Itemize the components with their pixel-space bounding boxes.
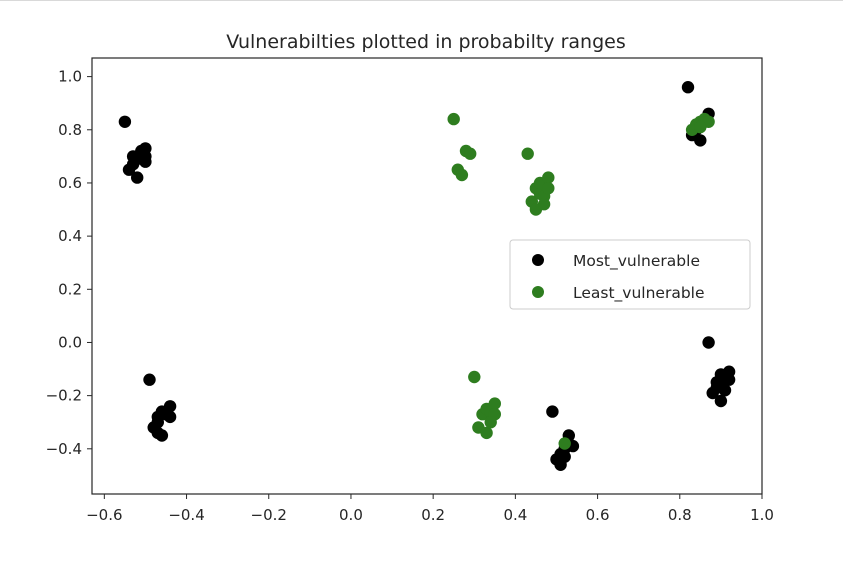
- y-tick-label: −0.4: [46, 440, 82, 458]
- point-most-vulnerable-43: [722, 373, 736, 386]
- legend-marker-most-vulnerable: [532, 254, 544, 266]
- point-least-vulnerable-21: [488, 397, 501, 410]
- point-most-vulnerable-9: [139, 155, 152, 168]
- point-least-vulnerable-13: [542, 182, 555, 195]
- y-tick-label: 0.0: [58, 333, 82, 351]
- y-tick-label: 0.6: [58, 174, 82, 192]
- point-most-vulnerable-4: [131, 171, 144, 184]
- point-most-vulnerable-15: [155, 429, 169, 442]
- x-tick-label: −0.6: [86, 506, 122, 524]
- point-most-vulnerable-0: [118, 115, 132, 128]
- legend: Most_vulnerable Least_vulnerable: [509, 239, 751, 310]
- point-least-vulnerable-15: [468, 370, 481, 384]
- chart-title: Vulnerabilties plotted in probabilty ran…: [226, 31, 625, 53]
- legend-marker-least-vulnerable: [532, 286, 544, 298]
- point-most-vulnerable-20: [546, 405, 559, 418]
- y-axis: 1.0 0.8 0.6 0.4 0.2 0.0 −0.2 −0.4: [46, 68, 92, 458]
- point-most-vulnerable-18: [163, 400, 177, 413]
- top-divider: [0, 0, 843, 1]
- x-tick-label: 0.4: [503, 506, 527, 524]
- point-most-vulnerable-28: [558, 450, 571, 463]
- x-tick-label: −0.2: [251, 506, 287, 524]
- point-least-vulnerable-30: [694, 120, 707, 134]
- x-tick-label: 0.0: [339, 506, 363, 524]
- y-tick-label: 0.8: [58, 121, 82, 139]
- x-tick-label: 0.2: [421, 506, 445, 524]
- point-least-vulnerable-0: [447, 112, 460, 126]
- point-most-vulnerable-14: [151, 416, 164, 429]
- axes-frame: [91, 57, 763, 495]
- y-tick-label: 0.2: [58, 280, 82, 298]
- point-most-vulnerable-19: [163, 410, 177, 424]
- point-least-vulnerable-12: [542, 171, 555, 184]
- point-least-vulnerable-24: [558, 437, 571, 450]
- x-axis: −0.6 −0.4 −0.2 0.0 0.2 0.4 0.6 0.8 1.0: [86, 494, 774, 524]
- point-most-vulnerable-10: [143, 373, 156, 386]
- x-tick-label: 1.0: [750, 506, 774, 524]
- y-tick-label: −0.2: [46, 387, 82, 405]
- point-least-vulnerable-4: [464, 147, 477, 160]
- point-most-vulnerable-32: [694, 134, 707, 147]
- y-tick-label: 1.0: [58, 68, 82, 86]
- point-most-vulnerable-8: [139, 142, 152, 155]
- x-tick-label: 0.6: [586, 506, 610, 524]
- point-most-vulnerable-35: [702, 336, 715, 349]
- legend-label-most-vulnerable: Most_vulnerable: [573, 252, 700, 271]
- y-tick-label: 0.4: [58, 227, 82, 245]
- legend-label-least-vulnerable: Least_vulnerable: [573, 284, 705, 303]
- point-least-vulnerable-14: [537, 198, 551, 211]
- point-least-vulnerable-23: [484, 416, 497, 429]
- point-least-vulnerable-18: [480, 426, 493, 440]
- point-least-vulnerable-5: [521, 147, 534, 160]
- point-most-vulnerable-44: [710, 381, 723, 394]
- point-most-vulnerable-38: [714, 394, 728, 408]
- point-most-vulnerable-29: [681, 81, 695, 94]
- x-tick-label: −0.4: [168, 506, 204, 524]
- point-least-vulnerable-2: [455, 168, 469, 182]
- legend-box: [509, 239, 751, 310]
- plot-points: [118, 81, 736, 471]
- x-tick-label: 0.8: [668, 506, 692, 524]
